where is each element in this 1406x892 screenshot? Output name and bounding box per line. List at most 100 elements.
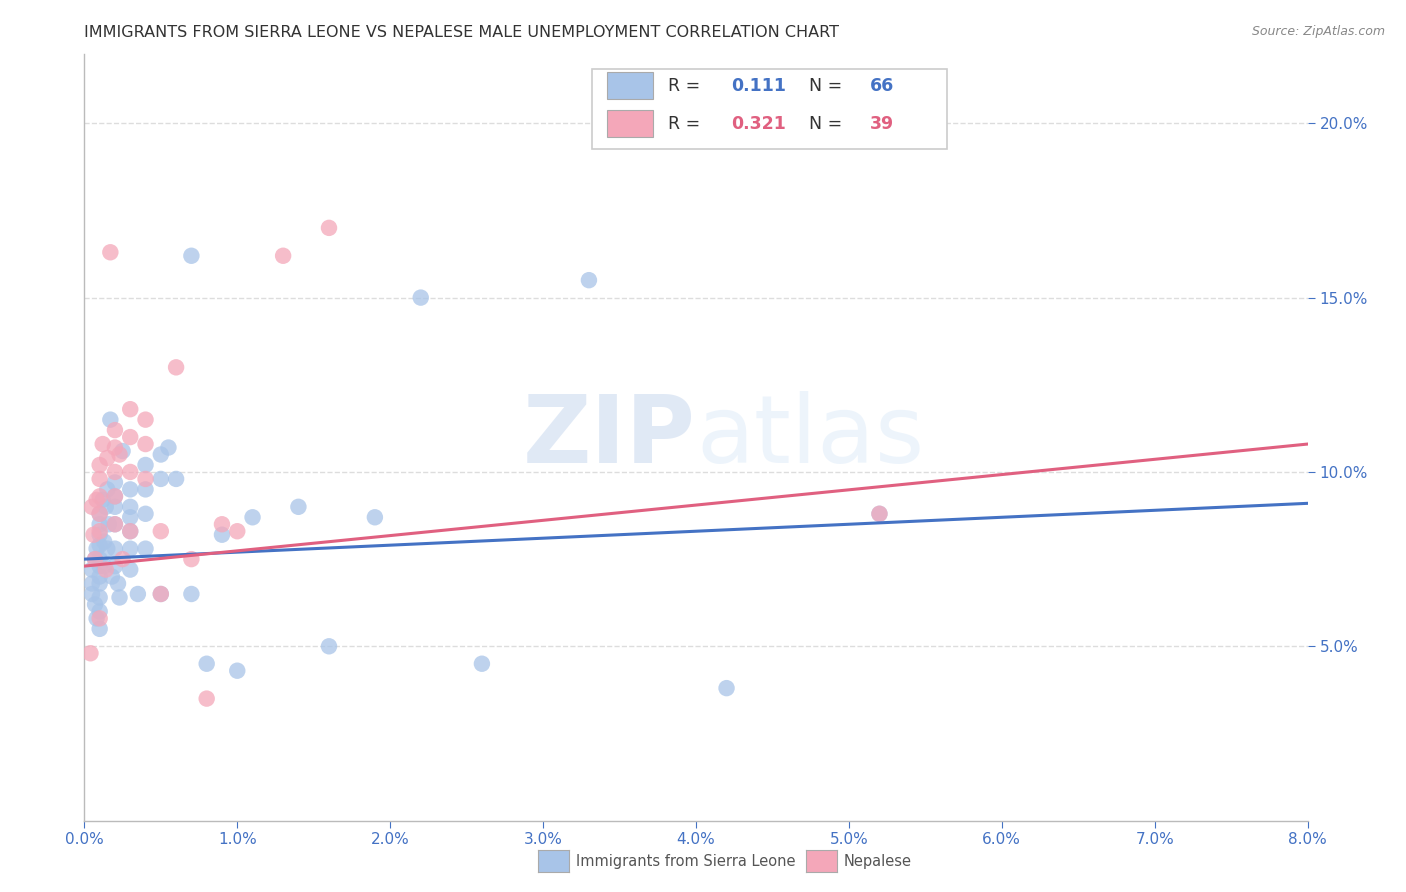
Point [89,576,111,591]
Point [120,524,142,539]
Point [79,646,101,660]
Point [89,591,111,605]
Point [120,465,142,479]
Point [89,524,111,539]
Point [80,576,103,591]
Point [120,541,142,556]
Point [89,622,111,636]
Point [180,249,202,263]
Point [89,538,111,552]
Point [211,517,233,532]
Point [80,500,103,514]
Point [135,458,157,472]
Point [318,220,340,235]
Point [96,541,118,556]
Point [157,441,180,455]
Point [104,441,127,455]
Text: Nepalese: Nepalese [844,854,911,869]
Point [120,430,142,444]
Point [89,507,111,521]
Text: 66: 66 [870,77,894,95]
Point [165,472,187,486]
Point [96,483,118,497]
Text: 0.111: 0.111 [731,77,786,95]
Point [364,510,387,524]
Point [86,492,108,507]
Point [104,423,127,437]
Point [716,681,738,695]
Point [149,587,172,601]
Point [108,591,131,605]
Point [120,563,142,577]
Point [104,517,127,532]
Point [80,587,103,601]
Point [149,472,172,486]
Text: N =: N = [808,77,848,95]
Point [104,500,127,514]
Point [89,472,111,486]
Point [89,458,111,472]
Point [195,657,218,671]
Point [211,527,233,541]
Point [165,360,187,375]
Point [111,552,134,566]
Point [98,245,121,260]
Point [135,507,157,521]
Point [149,448,172,462]
Point [91,437,114,451]
Point [89,611,111,625]
Point [89,569,111,583]
Point [104,489,127,503]
Point [120,524,142,539]
Point [104,465,127,479]
Text: N =: N = [808,115,848,133]
Point [180,552,202,566]
Point [120,483,142,497]
Point [84,598,107,612]
Text: Source: ZipAtlas.com: Source: ZipAtlas.com [1251,25,1385,38]
Point [89,517,111,532]
Text: R =: R = [668,115,706,133]
Point [111,444,134,458]
Point [89,527,111,541]
Point [135,412,157,426]
Point [135,483,157,497]
Point [226,524,249,539]
Point [98,412,121,426]
Point [195,691,218,706]
Point [80,563,103,577]
Point [135,437,157,451]
Text: Immigrants from Sierra Leone: Immigrants from Sierra Leone [576,854,796,869]
Point [86,541,108,556]
Point [96,450,118,465]
FancyBboxPatch shape [592,69,946,150]
Point [104,559,127,574]
Point [83,527,105,541]
Point [89,559,111,574]
Point [89,604,111,618]
Point [97,517,120,532]
Point [84,552,107,566]
Point [149,587,172,601]
Point [93,534,115,549]
Point [104,489,127,503]
Point [91,492,114,507]
Point [471,657,494,671]
Point [135,472,157,486]
Point [89,507,111,521]
Point [94,500,117,514]
Point [226,664,249,678]
Text: 39: 39 [870,115,894,133]
Point [93,559,115,574]
Point [84,552,107,566]
Point [120,510,142,524]
Point [89,552,111,566]
Point [135,541,157,556]
Point [180,587,202,601]
Point [127,587,149,601]
Point [86,611,108,625]
Point [108,448,131,462]
Point [120,402,142,417]
Point [271,249,294,263]
Point [869,507,891,521]
